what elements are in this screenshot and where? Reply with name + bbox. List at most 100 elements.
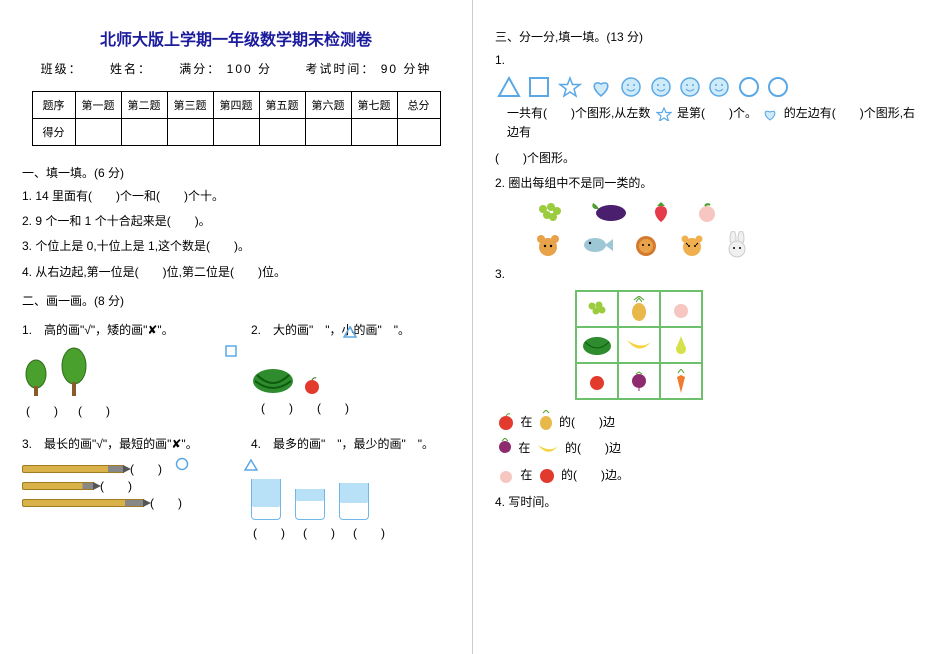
heart-icon	[589, 76, 613, 98]
time-label: 考试时间：	[305, 62, 375, 76]
td	[259, 119, 305, 146]
text: 在	[518, 441, 530, 455]
paren: ( )	[303, 524, 335, 541]
peach-icon	[671, 300, 691, 318]
th: 第五题	[259, 92, 305, 119]
q3-4: 4. 写时间。	[495, 493, 923, 512]
q1-1: 1. 14 里面有( )个一和( )个十。	[22, 187, 450, 206]
pear-icon	[673, 334, 689, 356]
q3-2: 2. 圈出每组中不是同一类的。	[495, 174, 923, 193]
paren: ( )	[130, 460, 162, 477]
apple-icon	[588, 372, 606, 390]
bear-icon	[535, 233, 561, 257]
star-icon	[656, 107, 672, 121]
q2-4-text: 4. 最多的画" "，最少的画" "。	[251, 437, 434, 451]
section-1-head: 一、填一填。(6 分)	[22, 164, 450, 181]
pos-c: 在 的( )边。	[495, 465, 923, 485]
square-icon	[528, 76, 550, 98]
peach-icon	[497, 467, 515, 483]
pencil-icon	[22, 499, 144, 507]
pos-b: 在 的( )边	[495, 438, 923, 458]
paren: ( )	[26, 402, 58, 419]
page-title: 北师大版上学期一年级数学期末检测卷	[22, 26, 450, 50]
cell	[660, 291, 702, 327]
watermelon-icon	[251, 365, 295, 395]
pos-a: 在 的( )边	[495, 410, 923, 432]
th: 题序	[32, 92, 75, 119]
tree-icon	[58, 346, 90, 398]
table-row: 题序 第一题 第二题 第三题 第四题 第五题 第六题 第七题 总分	[32, 92, 440, 119]
section-3-head: 三、分一分,填一填。(13 分)	[495, 28, 923, 45]
paren: ( )	[253, 524, 285, 541]
table-row: 得分	[32, 119, 440, 146]
circle-icon	[175, 457, 189, 471]
tiger-icon	[679, 233, 705, 257]
meta-line: 班级： 姓名： 满分： 100 分 考试时间： 90 分钟	[22, 60, 450, 77]
rabbit-icon	[725, 231, 749, 259]
melon-apple	[251, 365, 450, 395]
cell	[618, 327, 660, 363]
text: 在	[520, 468, 532, 482]
fish-icon	[581, 235, 613, 255]
cell	[618, 363, 660, 399]
td	[75, 119, 121, 146]
peach-icon	[695, 201, 719, 223]
th: 第七题	[351, 92, 397, 119]
name-label: 姓名：	[110, 62, 146, 76]
circle-icon	[767, 76, 789, 98]
paren: ( )	[353, 524, 385, 541]
beakers	[251, 479, 450, 520]
left-column: 北师大版上学期一年级数学期末检测卷 班级： 姓名： 满分： 100 分 考试时间…	[0, 0, 472, 654]
animal-row	[535, 231, 923, 259]
time-value: 90 分钟	[381, 62, 432, 76]
square-icon	[225, 345, 237, 357]
td: 得分	[32, 119, 75, 146]
triangle-icon	[244, 459, 258, 471]
paren: ( )	[317, 399, 349, 416]
td	[351, 119, 397, 146]
shape-row	[495, 76, 923, 98]
th: 第一题	[75, 92, 121, 119]
carrot-icon	[674, 369, 688, 393]
right-column: 三、分一分,填一填。(13 分) 1. 一共有( )个图形,从左数 是第( )个…	[473, 0, 945, 654]
tree-icon	[22, 358, 50, 398]
score-table: 题序 第一题 第二题 第三题 第四题 第五题 第六题 第七题 总分 得分	[32, 91, 441, 146]
text: 是第( )个。	[677, 106, 757, 120]
cell	[618, 291, 660, 327]
q3-1-line1: 一共有( )个图形,从左数 是第( )个。 的左边有( )个图形,右边有	[507, 104, 923, 142]
class-label: 班级：	[41, 62, 77, 76]
paren: ( )	[150, 494, 182, 511]
pineapple-icon	[630, 296, 648, 322]
melon-parens: ( ) ( )	[251, 399, 450, 416]
pencils: ( ) ( ) ( )	[22, 460, 182, 511]
smile-icon	[620, 76, 642, 98]
beaker-icon	[295, 489, 325, 520]
eggplant-icon	[589, 201, 627, 223]
smile-icon	[679, 76, 701, 98]
beet-icon	[630, 371, 648, 391]
th: 第四题	[213, 92, 259, 119]
q3-1-line2: ( )个图形。	[495, 149, 923, 168]
pencil-icon	[22, 482, 94, 490]
paren: ( )	[100, 477, 132, 494]
text: 的( )边。	[561, 468, 629, 482]
paren: ( )	[78, 402, 110, 419]
tree-parens: ( ) ( )	[22, 402, 221, 419]
text: 的( )边	[565, 441, 621, 455]
q1-2: 2. 9 个一和 1 个十合起来是( )。	[22, 212, 450, 231]
cell	[660, 327, 702, 363]
banana-icon	[536, 442, 560, 456]
banana-icon	[625, 336, 653, 354]
cell	[576, 291, 618, 327]
text: 的( )边	[559, 415, 615, 429]
th: 总分	[397, 92, 440, 119]
text: 一共有( )个图形,从左数	[507, 106, 650, 120]
q1-4: 4. 从右边起,第一位是( )位,第二位是( )位。	[22, 263, 450, 282]
grapes-icon	[584, 298, 610, 320]
th: 第六题	[305, 92, 351, 119]
th: 第三题	[167, 92, 213, 119]
fruit-grid	[575, 290, 703, 400]
apple-icon	[303, 375, 321, 395]
pencil-icon	[22, 465, 124, 473]
q1-3: 3. 个位上是 0,十位上是 1,这个数是( )。	[22, 237, 450, 256]
